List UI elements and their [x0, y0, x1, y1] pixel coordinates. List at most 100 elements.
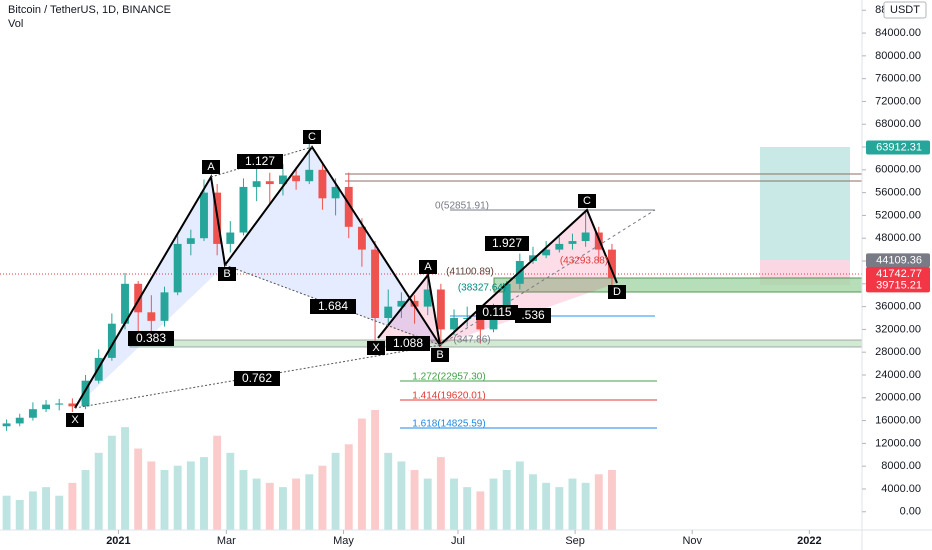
volume-label: Vol [8, 18, 23, 30]
level-label: 0(52851.91) [435, 201, 489, 212]
volume-bar [384, 452, 393, 530]
point-box [218, 267, 236, 281]
level-label: (43293.88) [560, 256, 608, 267]
x-tick-label: 2021 [106, 535, 130, 547]
candle-body [239, 186, 248, 233]
point-label: X [71, 414, 79, 426]
chart-title: Bitcoin / TetherUS, 1D, BINANCE [8, 4, 171, 16]
y-tick-label: 48000.00 [875, 232, 921, 244]
ratio-label: 1.684 [318, 299, 348, 313]
candle-body [226, 232, 235, 244]
ratio-label: 0.383 [136, 331, 166, 345]
volume-bar [476, 491, 485, 530]
pattern-fill [225, 147, 440, 345]
candle-body [568, 241, 577, 244]
volume-bar [436, 457, 445, 530]
volume-bar [173, 465, 182, 530]
candle-body [397, 300, 406, 307]
y-tick-label: 8000.00 [881, 460, 921, 472]
volume-bar [94, 452, 103, 530]
point-box [578, 194, 596, 208]
volume-bar [2, 495, 11, 530]
point-box [202, 160, 220, 174]
candle-body [28, 409, 37, 418]
y-tick-label: 72000.00 [875, 95, 921, 107]
volume-bar [265, 482, 274, 530]
candle-body [529, 255, 537, 262]
y-tick-label: 20000.00 [875, 392, 921, 404]
ratio-box [128, 331, 174, 346]
candle-body [68, 403, 77, 407]
zones [0, 147, 863, 429]
candle-body [331, 186, 340, 199]
volume-bar [15, 500, 24, 530]
candle-body [2, 423, 11, 427]
candle-body [502, 283, 511, 313]
candle-body [371, 249, 380, 318]
volume-bar [305, 474, 314, 530]
price-label-bg [866, 266, 930, 281]
ratio-label: 0.762 [242, 371, 272, 385]
ratio-box [237, 154, 283, 169]
candle-body [423, 289, 432, 307]
volume-bar [371, 410, 380, 530]
price-label-bg [866, 140, 930, 155]
y-tick-label: 76000.00 [875, 73, 921, 85]
volume-bar [160, 470, 169, 530]
ratio-box [234, 371, 280, 386]
volume-bar [186, 461, 195, 530]
volume-bar [42, 487, 51, 530]
point-box [66, 413, 84, 427]
pattern-labels: X A B C X A B C D 1.127 1.684 0.383 0.76… [66, 130, 626, 430]
y-tick-label: 32000.00 [875, 323, 921, 335]
point-label: A [207, 161, 215, 173]
candle-body [608, 249, 616, 279]
volume-bar [134, 448, 143, 530]
ratio-label: 1.088 [393, 336, 423, 350]
candle-body [450, 318, 458, 330]
volume-bar [568, 478, 577, 530]
currency[interactable]: USDT [890, 4, 920, 16]
candle-body [15, 417, 24, 424]
point-box [367, 341, 385, 355]
volume-bar [450, 478, 458, 530]
volume-bar [423, 478, 432, 530]
candle-body [265, 181, 274, 185]
ratio-label: 1.927 [492, 236, 522, 250]
volume-bar [239, 470, 248, 530]
level-label: (41100.89) [446, 267, 494, 278]
volume-bar [542, 482, 551, 530]
point-label: A [424, 261, 432, 273]
candle-body [357, 226, 366, 250]
volume-bar [278, 487, 287, 530]
level-label: 1.414(19620.01) [412, 391, 485, 402]
y-tick-label: 24000.00 [875, 369, 921, 381]
candle-body [147, 312, 156, 321]
candle-body [278, 175, 287, 185]
currency-button[interactable] [883, 1, 927, 19]
volume-bar [107, 435, 116, 530]
price-label: 39715.21 [876, 279, 922, 291]
ratio-label: .536 [521, 308, 545, 322]
candle-body [318, 169, 327, 199]
dotted-line [439, 209, 656, 346]
volume-bar [581, 482, 590, 530]
y-tick-label: 28000.00 [875, 346, 921, 358]
ratio-label: 0.115 [482, 305, 511, 319]
candle-body [305, 169, 314, 182]
ratio-box [515, 308, 551, 323]
y-tick-label: 36000.00 [875, 301, 921, 313]
volume-bar [121, 427, 129, 530]
candle-body [81, 380, 90, 407]
level-label: (38327.64) [458, 283, 506, 294]
volume-bar [357, 418, 366, 530]
point-label: C [308, 131, 316, 143]
ratio-box [485, 236, 529, 251]
volume-bar [463, 487, 472, 530]
volume-bar [529, 474, 537, 530]
volume-bar [555, 487, 564, 530]
candle-body [344, 186, 353, 227]
volume-bar [28, 491, 37, 530]
volume-bar [318, 465, 327, 530]
